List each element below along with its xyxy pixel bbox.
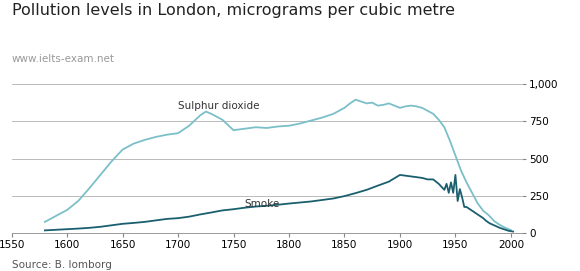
Text: Pollution levels in London, micrograms per cubic metre: Pollution levels in London, micrograms p… (12, 3, 455, 18)
Text: Smoke: Smoke (245, 199, 280, 209)
Text: Source: B. lomborg: Source: B. lomborg (12, 260, 111, 270)
Text: www.ielts-exam.net: www.ielts-exam.net (12, 54, 115, 64)
Text: Sulphur dioxide: Sulphur dioxide (178, 101, 259, 111)
